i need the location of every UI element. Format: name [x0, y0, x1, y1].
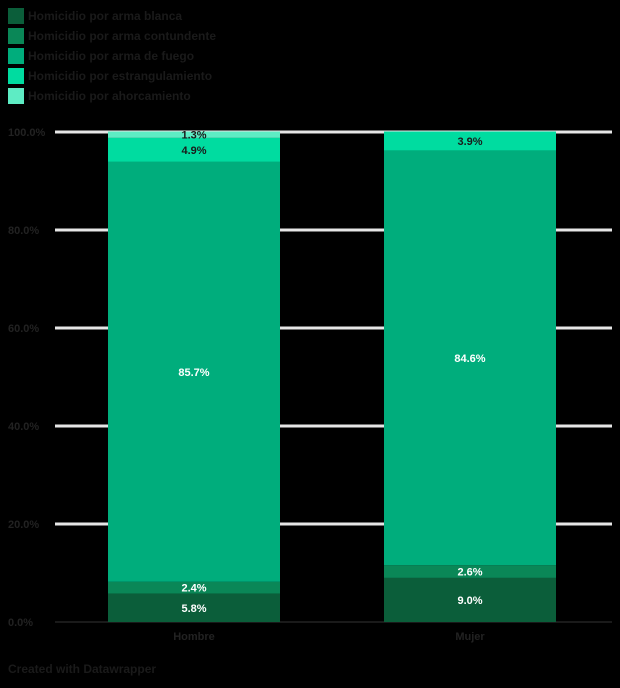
- data-label: 9.0%: [457, 595, 482, 607]
- chart-legend: Homicidio por arma blanca Homicidio por …: [8, 8, 216, 104]
- legend-swatch: [8, 8, 24, 24]
- legend-label: Homicidio por arma contundente: [28, 29, 217, 43]
- legend-item-arma-contundente: Homicidio por arma contundente: [8, 28, 216, 44]
- legend-item-arma-blanca: Homicidio por arma blanca: [8, 8, 216, 24]
- legend-swatch: [8, 28, 24, 44]
- legend-label: Homicidio por arma de fuego: [28, 49, 195, 63]
- data-label: 5.8%: [181, 603, 206, 615]
- bar-segment: [384, 565, 556, 578]
- legend-swatch: [8, 88, 24, 104]
- y-tick-label: 40.0%: [8, 421, 39, 433]
- legend-swatch: [8, 48, 24, 64]
- bar-segment: [384, 131, 556, 151]
- bar-segment: [108, 161, 280, 582]
- bar-segment: [108, 137, 280, 162]
- y-tick-label: 80.0%: [8, 225, 39, 237]
- source-credit: Created with Datawrapper: [8, 662, 157, 676]
- legend-label: Homicidio por arma blanca: [28, 9, 183, 23]
- data-label: 2.4%: [181, 583, 206, 595]
- data-label: 3.9%: [457, 136, 482, 148]
- y-tick-label: 60.0%: [8, 323, 39, 335]
- y-tick-label: 100.0%: [8, 127, 46, 139]
- data-label: 85.7%: [178, 367, 209, 379]
- legend-swatch: [8, 68, 24, 84]
- x-tick-label: Hombre: [173, 631, 215, 643]
- data-label: 84.6%: [454, 353, 485, 365]
- legend-label: Homicidio por ahorcamiento: [28, 89, 191, 103]
- legend-item-arma-de-fuego: Homicidio por arma de fuego: [8, 48, 216, 64]
- data-label: 1.3%: [181, 130, 206, 142]
- y-tick-label: 0.0%: [8, 617, 33, 629]
- bar-segment: [108, 593, 280, 622]
- bar-segment: [384, 150, 556, 566]
- legend-item-ahorcamiento: Homicidio por ahorcamiento: [8, 88, 216, 104]
- bar-segment: [108, 131, 280, 138]
- x-tick-label: Mujer: [455, 631, 485, 643]
- bar-segment: [384, 577, 556, 622]
- data-label: 4.9%: [181, 145, 206, 157]
- legend-label: Homicidio por estrangulamiento: [28, 69, 213, 83]
- y-tick-label: 20.0%: [8, 519, 39, 531]
- legend-item-estrangulamiento: Homicidio por estrangulamiento: [8, 68, 216, 84]
- bar-segment: [108, 581, 280, 594]
- data-label: 2.6%: [457, 567, 482, 579]
